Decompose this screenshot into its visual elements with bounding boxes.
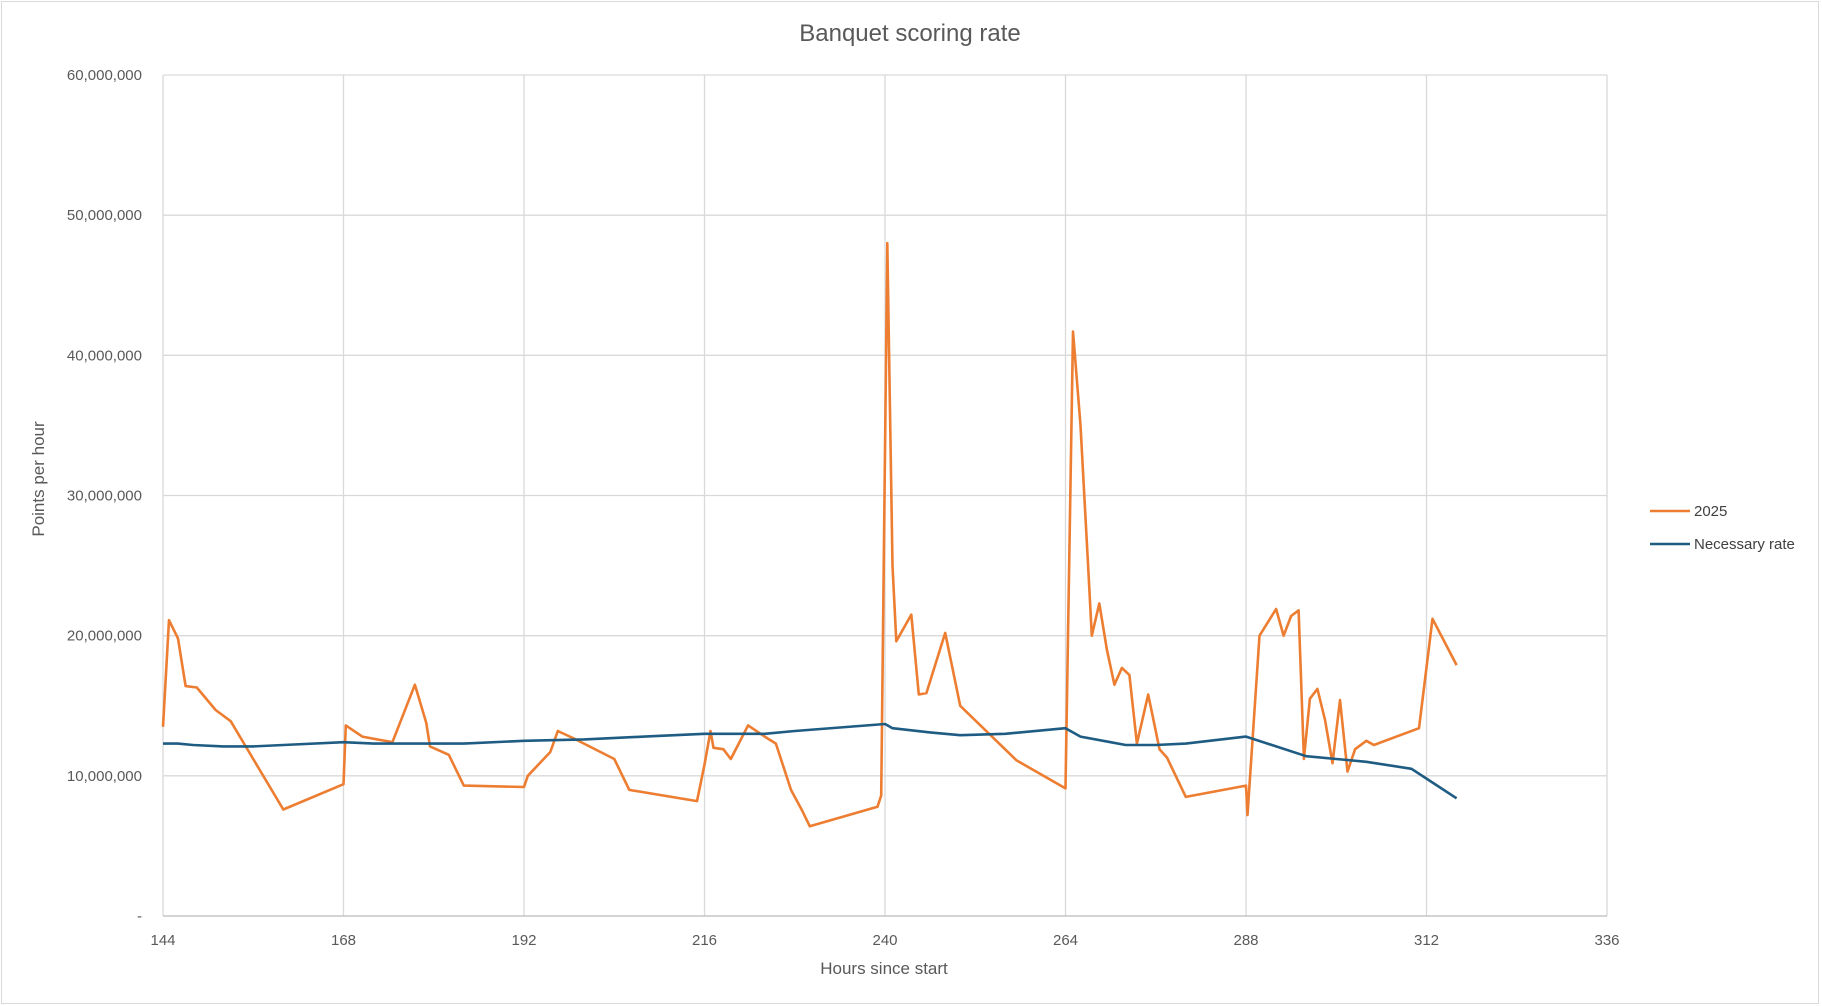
y-tick-label: 10,000,000 [67, 768, 142, 785]
y-tick-label: 60,000,000 [67, 67, 142, 84]
x-tick-label: 144 [150, 932, 175, 949]
x-tick-label: 288 [1233, 932, 1258, 949]
legend-item-0: 2025 [1650, 503, 1727, 520]
y-tick-label: 40,000,000 [67, 347, 142, 364]
series-line-0 [161, 241, 1458, 828]
legend-item-1: Necessary rate [1650, 536, 1795, 553]
legend-label: 2025 [1694, 503, 1727, 520]
x-axis-tick-labels: 144 168 192 216 240 264 288 312 336 [150, 932, 1619, 949]
x-tick-label: 216 [692, 932, 717, 949]
series-line-1 [163, 722, 1458, 800]
y-tick-label: 50,000,000 [67, 207, 142, 224]
y-tick-label: 20,000,000 [67, 628, 142, 645]
y-axis-title: Points per hour [29, 421, 48, 537]
x-tick-label: 192 [511, 932, 536, 949]
x-tick-label: 264 [1053, 932, 1078, 949]
legend-label: Necessary rate [1694, 536, 1795, 553]
y-tick-label: 30,000,000 [67, 488, 142, 505]
x-tick-label: 336 [1594, 932, 1619, 949]
y-tick-label: - [137, 908, 142, 925]
x-tick-label: 240 [872, 932, 897, 949]
chart-title: Banquet scoring rate [799, 20, 1020, 47]
legend: 2025 Necessary rate [1650, 503, 1795, 553]
x-tick-label: 312 [1414, 932, 1439, 949]
x-tick-label: 168 [331, 932, 356, 949]
series-lines [161, 241, 1458, 828]
y-axis-tick-labels: - 10,000,000 20,000,000 30,000,000 40,000,00… [67, 67, 142, 925]
x-axis-title: Hours since start [820, 959, 948, 978]
